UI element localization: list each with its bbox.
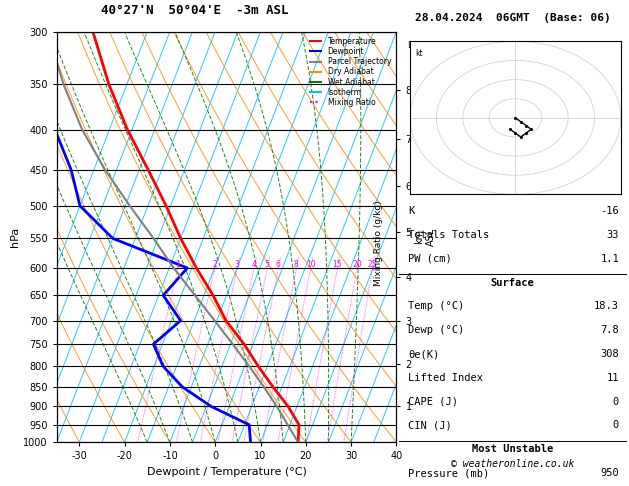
X-axis label: Dewpoint / Temperature (°C): Dewpoint / Temperature (°C): [147, 467, 306, 477]
Text: 28.04.2024  06GMT  (Base: 06): 28.04.2024 06GMT (Base: 06): [415, 14, 611, 23]
Text: θe(K): θe(K): [408, 349, 440, 359]
Text: 0: 0: [613, 397, 619, 407]
Text: Dewp (°C): Dewp (°C): [408, 325, 465, 335]
Y-axis label: km
ASL: km ASL: [415, 228, 436, 246]
Text: 5: 5: [265, 260, 270, 269]
Text: Mixing Ratio (g/kg): Mixing Ratio (g/kg): [374, 200, 383, 286]
Text: © weatheronline.co.uk: © weatheronline.co.uk: [451, 459, 574, 469]
Text: Most Unstable: Most Unstable: [472, 444, 553, 454]
Text: -16: -16: [600, 206, 619, 216]
Text: 3: 3: [235, 260, 240, 269]
Text: 8: 8: [294, 260, 299, 269]
Text: 33: 33: [606, 230, 619, 240]
Text: Temp (°C): Temp (°C): [408, 301, 465, 312]
Text: Surface: Surface: [491, 278, 535, 288]
Text: 25: 25: [367, 260, 377, 269]
Text: 4: 4: [252, 260, 257, 269]
Text: 0: 0: [613, 420, 619, 431]
Legend: Temperature, Dewpoint, Parcel Trajectory, Dry Adiabat, Wet Adiabat, Isotherm, Mi: Temperature, Dewpoint, Parcel Trajectory…: [308, 35, 392, 108]
Text: kt: kt: [415, 49, 423, 58]
Text: Totals Totals: Totals Totals: [408, 230, 489, 240]
Text: 11: 11: [606, 373, 619, 383]
Text: 40°27'N  50°04'E  -3m ASL: 40°27'N 50°04'E -3m ASL: [101, 4, 289, 17]
Text: CIN (J): CIN (J): [408, 420, 452, 431]
Text: 20: 20: [352, 260, 362, 269]
Text: 308: 308: [600, 349, 619, 359]
Text: LCL: LCL: [407, 41, 422, 50]
Text: 7.8: 7.8: [600, 325, 619, 335]
Text: 1: 1: [175, 260, 181, 269]
Text: K: K: [408, 206, 415, 216]
Text: 950: 950: [600, 468, 619, 478]
Text: Lifted Index: Lifted Index: [408, 373, 483, 383]
Text: 2: 2: [212, 260, 217, 269]
Text: 15: 15: [333, 260, 342, 269]
Text: 10: 10: [306, 260, 315, 269]
Text: Pressure (mb): Pressure (mb): [408, 468, 489, 478]
Text: 6: 6: [276, 260, 281, 269]
Text: PW (cm): PW (cm): [408, 254, 452, 264]
Text: 18.3: 18.3: [594, 301, 619, 312]
Text: 1.1: 1.1: [600, 254, 619, 264]
Text: CAPE (J): CAPE (J): [408, 397, 459, 407]
Y-axis label: hPa: hPa: [10, 227, 20, 247]
